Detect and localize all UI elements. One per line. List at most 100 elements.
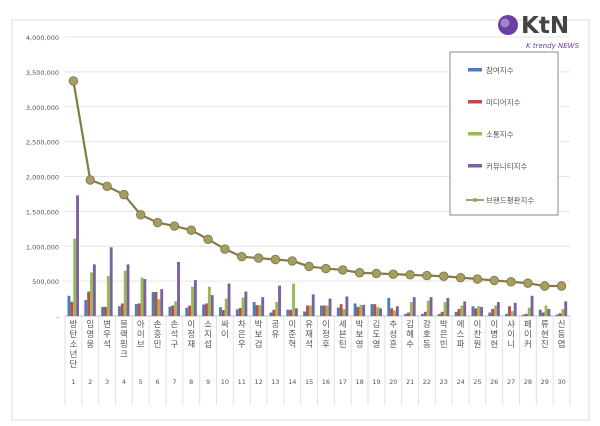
bar-참여지수-6 xyxy=(151,291,155,316)
rank-label: 22 xyxy=(423,378,431,386)
bar-참여지수-20 xyxy=(387,297,391,316)
rank-label: 8 xyxy=(189,378,193,386)
line-point-13 xyxy=(270,254,281,265)
line-point-24 xyxy=(455,272,466,283)
bar-참여지수-13 xyxy=(269,312,273,316)
bar-소통지수-5 xyxy=(140,277,144,316)
line-point-6 xyxy=(152,217,163,228)
rank-label: 10 xyxy=(221,378,229,386)
logo-subtext: K trendy NEWS xyxy=(526,42,580,50)
bar-미디어지수-29 xyxy=(541,312,545,316)
line-point-8 xyxy=(186,225,196,235)
line-point-1 xyxy=(68,76,79,86)
legend-swatch xyxy=(468,100,482,104)
bar-참여지수-10 xyxy=(219,307,222,316)
bar-소통지수-9 xyxy=(207,286,211,316)
line-point-12 xyxy=(253,253,264,263)
bar-참여지수-14 xyxy=(286,309,290,316)
bar-미디어지수-1 xyxy=(70,301,74,316)
bar-참여지수-18 xyxy=(353,303,357,316)
bar-참여지수-4 xyxy=(118,306,121,316)
rank-label: 19 xyxy=(372,378,380,386)
bar-참여지수-5 xyxy=(134,304,138,316)
bar-참여지수-1 xyxy=(67,295,71,316)
bar-커뮤니티지수-2 xyxy=(92,264,96,316)
line-point-4 xyxy=(119,189,129,200)
rank-label: 30 xyxy=(557,378,565,386)
rank-label: 20 xyxy=(389,378,397,386)
bar-커뮤니티지수-21 xyxy=(412,297,416,316)
rank-label: 24 xyxy=(456,378,464,386)
bar-커뮤니티지수-14 xyxy=(294,308,298,316)
bar-커뮤니티지수-12 xyxy=(261,297,265,316)
y-tick-label: 500,000 xyxy=(32,278,59,286)
y-tick-label: 3,000,000 xyxy=(26,104,59,112)
bar-소통지수-21 xyxy=(409,302,413,316)
bar-커뮤니티지수-28 xyxy=(530,295,534,316)
rank-label: 6 xyxy=(156,378,160,386)
line-point-26 xyxy=(489,275,499,286)
bar-미디어지수-26 xyxy=(491,309,495,316)
bar-커뮤니티지수-16 xyxy=(328,298,332,316)
bar-미디어지수-9 xyxy=(205,303,208,316)
bar-소통지수-8 xyxy=(191,286,194,316)
rank-label: 17 xyxy=(339,378,347,386)
bar-참여지수-8 xyxy=(185,307,189,316)
bar-커뮤니티지수-29 xyxy=(547,309,551,316)
bar-미디어지수-27 xyxy=(508,306,511,316)
bar-커뮤니티지수-4 xyxy=(126,264,130,316)
bar-소통지수-23 xyxy=(443,302,447,316)
line-point-30 xyxy=(556,281,567,291)
line-point-20 xyxy=(388,269,398,279)
bar-미디어지수-3 xyxy=(104,306,107,316)
bar-미디어지수-30 xyxy=(558,313,562,316)
rank-label: 21 xyxy=(406,378,414,386)
bar-미디어지수-7 xyxy=(171,305,175,316)
bar-소통지수-12 xyxy=(258,305,262,316)
bar-소통지수-16 xyxy=(325,305,329,316)
line-point-17 xyxy=(338,265,348,275)
bar-소통지수-13 xyxy=(275,302,279,316)
legend-marker xyxy=(473,198,477,202)
y-tick-label: 2,000,000 xyxy=(26,174,59,182)
rank-label: 27 xyxy=(507,378,515,386)
bar-미디어지수-13 xyxy=(272,309,276,316)
bar-소통지수-24 xyxy=(460,305,464,316)
bar-참여지수-22 xyxy=(421,313,424,316)
bar-미디어지수-4 xyxy=(120,303,124,316)
bar-참여지수-28 xyxy=(522,314,525,316)
legend-label: 참여지수 xyxy=(486,65,514,75)
bar-참여지수-29 xyxy=(538,309,542,316)
line-point-2 xyxy=(85,175,95,185)
bar-커뮤니티지수-15 xyxy=(311,294,315,316)
bar-참여지수-30 xyxy=(555,314,559,316)
bar-커뮤니티지수-25 xyxy=(480,306,483,316)
rank-label: 9 xyxy=(206,378,210,386)
line-point-28 xyxy=(523,278,533,288)
bar-커뮤니티지수-27 xyxy=(513,302,517,316)
bar-소통지수-2 xyxy=(90,272,93,316)
line-point-27 xyxy=(506,277,516,287)
line-point-25 xyxy=(472,274,483,284)
rank-label: 1 xyxy=(71,378,75,386)
bar-미디어지수-16 xyxy=(322,305,326,316)
bar-커뮤니티지수-5 xyxy=(143,279,147,316)
bar-미디어지수-28 xyxy=(524,313,528,316)
bar-커뮤니티지수-24 xyxy=(463,301,467,316)
rank-label: 5 xyxy=(139,378,143,386)
bar-소통지수-10 xyxy=(224,298,228,316)
y-tick-label: 4,000,000 xyxy=(26,34,59,42)
